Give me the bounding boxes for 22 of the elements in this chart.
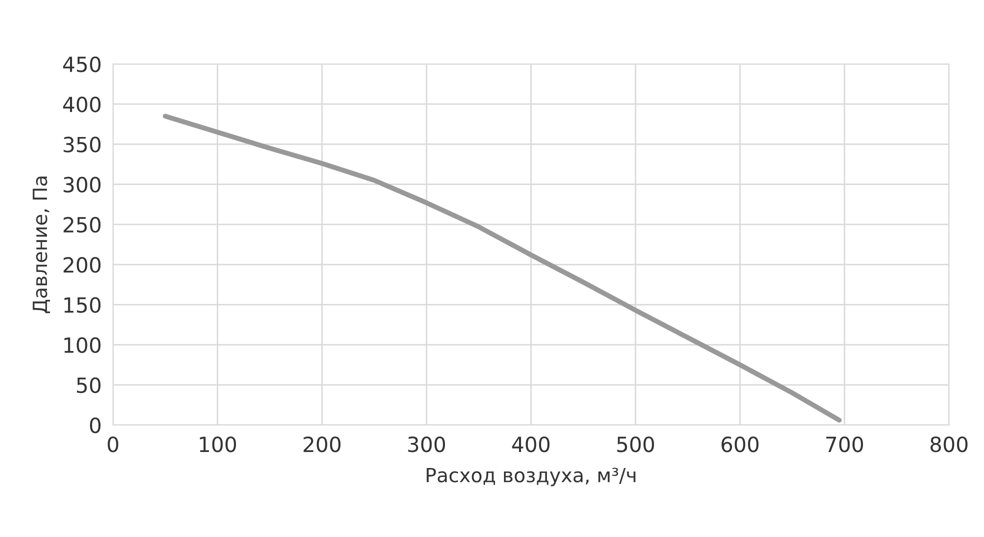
x-tick-label: 700 [826, 436, 863, 452]
y-tick-label: 350 [64, 136, 101, 152]
x-axis-title: Расход воздуха, м³/ч [426, 468, 636, 486]
x-tick-label: 600 [722, 436, 758, 452]
y-tick-label: 200 [64, 257, 101, 273]
x-tick-label: 800 [930, 436, 968, 452]
y-tick-label: 50 [76, 377, 101, 394]
x-tick-label: 300 [408, 436, 445, 452]
y-tick-label: 400 [63, 96, 101, 112]
x-tick-label: 200 [304, 436, 340, 452]
line-series [162, 114, 842, 423]
y-tick-label: 300 [64, 176, 101, 193]
y-tick-label: 0 [90, 417, 101, 434]
y-axis-title: Давление, Па [32, 176, 50, 314]
y-tick-label: 150 [64, 297, 101, 313]
x-tick-label: 100 [200, 436, 236, 452]
y-tick-label: 100 [64, 337, 101, 353]
x-tick-label: 400 [512, 436, 550, 452]
y-tick-label: 250 [64, 216, 101, 233]
y-tick-label: 450 [63, 56, 101, 72]
x-tick-label: 500 [617, 436, 654, 452]
x-tick-label: 0 [108, 436, 118, 452]
